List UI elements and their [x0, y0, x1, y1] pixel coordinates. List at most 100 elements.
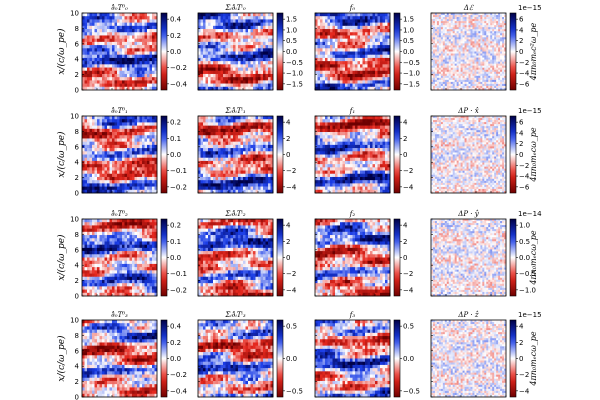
heatmap-cell: [474, 59, 477, 62]
heatmap-cell: [342, 70, 346, 75]
heatmap-cell: [233, 148, 236, 152]
heatmap-cell: [129, 128, 133, 133]
heatmap-cell: [82, 170, 85, 175]
heatmap-cell: [480, 57, 483, 60]
heatmap-cell: [442, 25, 446, 28]
heatmap-cell: [263, 13, 266, 17]
heatmap-cell: [82, 64, 85, 68]
heatmap-cell: [474, 71, 477, 75]
heatmap-cell: [337, 54, 341, 59]
heatmap-cell: [450, 51, 454, 54]
heatmap-cell: [482, 17, 485, 20]
heatmap-cell: [102, 83, 105, 88]
heatmap-cell: [452, 49, 455, 52]
heatmap-cell: [504, 27, 507, 30]
heatmap-cell: [347, 48, 351, 52]
heatmap-cell: [387, 25, 391, 30]
heatmap-cell: [372, 32, 376, 36]
heatmap-cell: [109, 73, 113, 78]
heatmap-cell: [124, 160, 128, 165]
heatmap-cell: [132, 54, 135, 59]
heatmap-cell: [330, 73, 333, 78]
heatmap-cell: [464, 19, 467, 22]
heatmap-cell: [253, 70, 256, 75]
heatmap-cell: [87, 176, 90, 181]
heatmap-cell: [502, 77, 505, 81]
heatmap-cell: [484, 13, 487, 16]
heatmap-cell: [119, 160, 123, 165]
heatmap-cell: [114, 138, 118, 142]
heatmap-cell: [330, 61, 333, 65]
heatmap-cell: [215, 51, 219, 56]
heatmap-cell: [360, 13, 363, 17]
heatmap-cell: [367, 57, 371, 62]
y-tick-label: 0: [75, 190, 79, 198]
heatmap-cell: [205, 83, 209, 88]
heatmap-cell: [137, 128, 140, 133]
heatmap-cell: [142, 35, 145, 39]
heatmap-cell: [436, 21, 440, 24]
heatmap-cell: [440, 71, 444, 75]
heatmap-cell: [452, 57, 455, 60]
heatmap-cell: [112, 176, 115, 181]
heatmap-cell: [97, 141, 100, 146]
heatmap-cell: [107, 135, 110, 139]
heatmap-cell: [235, 25, 239, 30]
heatmap-cell: [490, 73, 493, 77]
heatmap-cell: [444, 25, 448, 28]
heatmap-cell: [268, 67, 271, 72]
heatmap-cell: [434, 55, 438, 58]
heatmap-cell: [255, 164, 259, 168]
heatmap-cell: [444, 71, 448, 75]
heatmap-cell: [438, 47, 442, 50]
heatmap-cell: [342, 29, 346, 33]
heatmap-cell: [200, 80, 204, 84]
heatmap-cell: [102, 57, 105, 62]
heatmap-cell: [450, 49, 454, 52]
heatmap-cell: [260, 35, 264, 39]
heatmap-cell: [496, 19, 499, 22]
heatmap-cell: [476, 85, 479, 89]
heatmap-cell: [375, 32, 378, 36]
heatmap-cell: [345, 16, 348, 20]
heatmap-cell: [327, 35, 331, 39]
heatmap-cell: [355, 70, 358, 75]
heatmap-cell: [208, 132, 211, 136]
heatmap-cell: [92, 157, 95, 162]
heatmap-cell: [112, 186, 115, 191]
heatmap-cell: [458, 63, 461, 66]
heatmap-cell: [438, 33, 442, 36]
heatmap-cell: [468, 25, 471, 28]
heatmap-cell: [92, 125, 95, 130]
heatmap-cell: [213, 38, 216, 43]
heatmap-cell: [223, 48, 226, 52]
heatmap-cell: [460, 77, 463, 81]
heatmap-cell: [245, 45, 249, 49]
heatmap-cell: [502, 39, 505, 42]
heatmap-cell: [360, 41, 363, 46]
heatmap-cell: [228, 148, 231, 152]
heatmap-cell: [486, 25, 489, 28]
heatmap-cell: [337, 57, 341, 62]
heatmap-cell: [255, 41, 259, 46]
heatmap-cell: [486, 49, 489, 52]
heatmap-cell: [492, 77, 495, 81]
heatmap-cell: [470, 67, 473, 71]
heatmap-cell: [144, 119, 148, 123]
heatmap-cell: [99, 132, 103, 136]
heatmap-cell: [265, 80, 269, 84]
heatmap-cell: [220, 164, 224, 168]
heatmap-cell: [147, 16, 150, 20]
heatmap-cell: [494, 67, 497, 71]
heatmap-cell: [137, 25, 140, 30]
heatmap-cell: [97, 183, 100, 187]
heatmap-cell: [149, 138, 153, 142]
heatmap-cell: [317, 29, 321, 33]
heatmap-cell: [488, 73, 491, 77]
heatmap-cell: [456, 65, 459, 69]
heatmap-cell: [486, 69, 489, 73]
heatmap-cell: [243, 54, 246, 59]
heatmap-cell: [490, 75, 493, 79]
heatmap-cell: [104, 135, 108, 139]
heatmap-cell: [496, 43, 499, 46]
